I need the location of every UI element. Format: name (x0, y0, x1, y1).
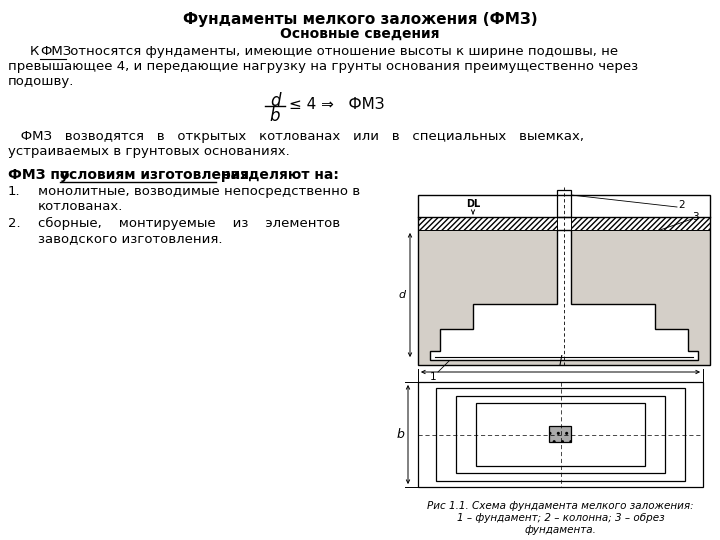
Text: d: d (270, 92, 280, 110)
Text: 2: 2 (679, 200, 685, 210)
Bar (476, 403, 645, 466)
Bar (456, 396, 665, 473)
Text: b: b (396, 428, 404, 441)
Text: Фундаменты мелкого заложения (ФМЗ): Фундаменты мелкого заложения (ФМЗ) (183, 12, 537, 27)
Bar (418, 195, 710, 365)
Polygon shape (430, 230, 698, 360)
Bar (571, 217, 710, 230)
Text: ФМЗ: ФМЗ (40, 45, 71, 58)
Text: условиям изготовления: условиям изготовления (60, 168, 249, 182)
Text: ≤ 4 ⇒   ФМЗ: ≤ 4 ⇒ ФМЗ (289, 97, 384, 112)
Text: фундамента.: фундамента. (525, 525, 596, 535)
Text: устраиваемых в грунтовых основаниях.: устраиваемых в грунтовых основаниях. (8, 145, 289, 158)
Bar (549, 426, 571, 442)
Text: 3: 3 (692, 212, 698, 222)
Text: монолитные, возводимые непосредственно в: монолитные, возводимые непосредственно в (38, 185, 360, 198)
Text: DL: DL (466, 199, 480, 209)
Text: К: К (30, 45, 43, 58)
Bar (418, 230, 710, 365)
Bar (557, 190, 571, 217)
Text: ФМЗ по: ФМЗ по (8, 168, 74, 182)
Bar (418, 217, 557, 230)
Text: 1.: 1. (8, 185, 21, 198)
Text: ФМЗ   возводятся   в   открытых   котлованах   или   в   специальных   выемках,: ФМЗ возводятся в открытых котлованах или… (8, 130, 584, 143)
Text: разделяют на:: разделяют на: (216, 168, 339, 182)
Text: Рис 1.1. Схема фундамента мелкого заложения:: Рис 1.1. Схема фундамента мелкого заложе… (427, 501, 694, 511)
Text: Основные сведения: Основные сведения (280, 27, 440, 41)
Text: котлованах.: котлованах. (38, 200, 123, 213)
Bar (436, 388, 685, 481)
Text: превышающее 4, и передающие нагрузку на грунты основания преимущественно через: превышающее 4, и передающие нагрузку на … (8, 60, 638, 73)
Bar (418, 382, 703, 487)
Text: l: l (559, 355, 562, 368)
Text: 1: 1 (430, 372, 436, 382)
Text: d: d (399, 290, 406, 300)
Text: заводского изготовления.: заводского изготовления. (38, 232, 222, 245)
Text: подошву.: подошву. (8, 75, 74, 88)
Text: 1 – фундамент; 2 – колонна; 3 – обрез: 1 – фундамент; 2 – колонна; 3 – обрез (456, 513, 665, 523)
Text: относятся фундаменты, имеющие отношение высоты к ширине подошвы, не: относятся фундаменты, имеющие отношение … (66, 45, 618, 58)
Text: b: b (270, 107, 280, 125)
Text: 2.: 2. (8, 217, 21, 230)
Text: сборные,    монтируемые    из    элементов: сборные, монтируемые из элементов (38, 217, 340, 230)
